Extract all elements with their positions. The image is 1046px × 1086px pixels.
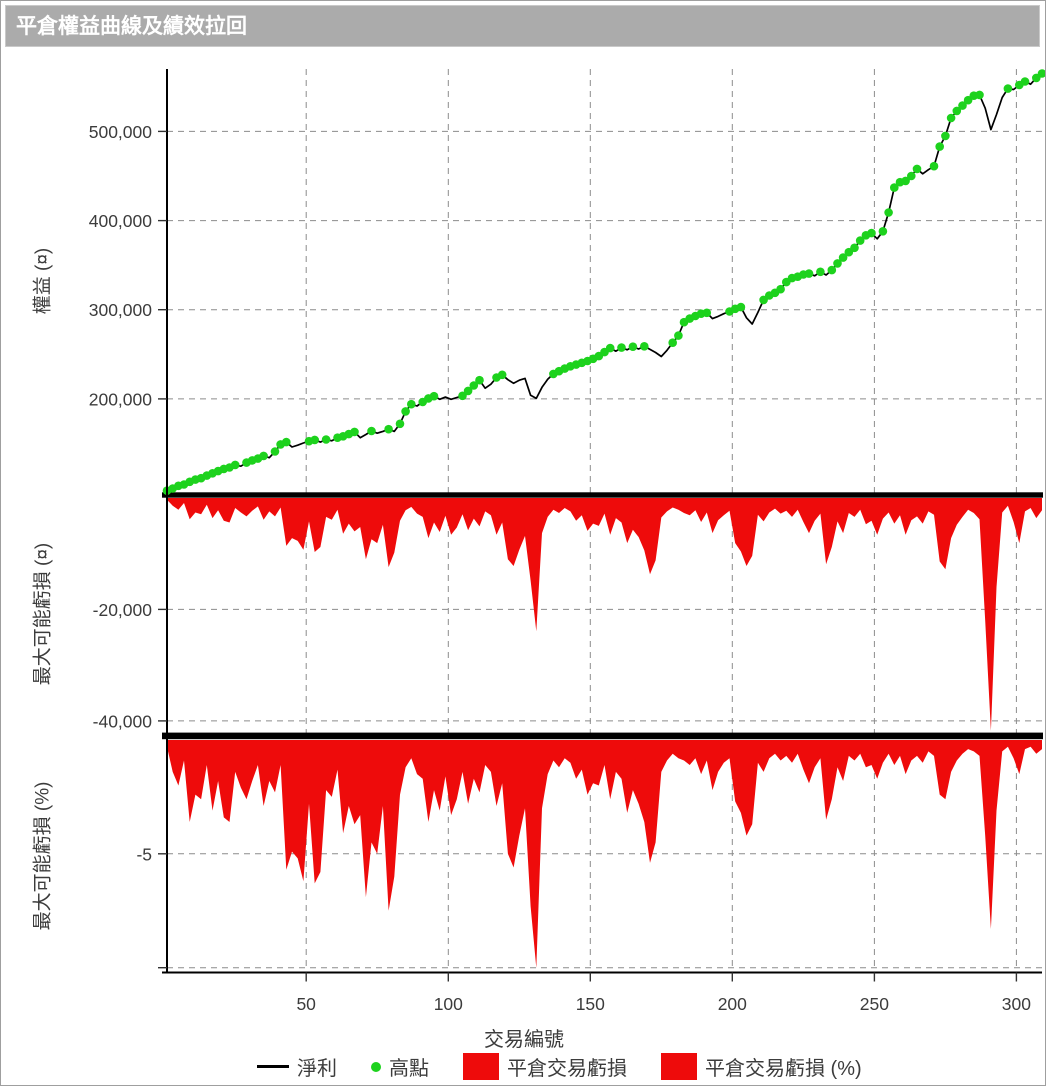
panel-separator [162,732,1043,740]
high-point-dot [367,426,376,436]
net-profit-line-swatch [257,1065,289,1068]
y-axis-title-drawdown: 最大可能虧損 (¤) [32,542,54,686]
high-point-dot [833,259,842,268]
y-tick-label: 300,000 [89,300,153,320]
high-point-dot [668,338,677,348]
high-point-dot [230,460,240,470]
y-axis-title-equity: 權益 (¤) [32,247,54,315]
y-tick-label: -40,000 [93,711,153,731]
legend-label-trade-loss-pct: 平倉交易虧損 (%) [705,1058,862,1080]
high-point-dot [1037,69,1045,78]
high-point-dot [952,106,962,116]
high-point-dot [958,101,967,110]
high-point-dot [384,424,393,434]
net-profit-line [166,72,1043,492]
high-point-dot [884,208,893,217]
high-point-dot [702,308,712,318]
high-point-dot [935,142,944,151]
high-point-dot [776,284,785,294]
high-point-dot [929,161,939,171]
high-point-dot [310,435,320,445]
drawdown-pct-area [167,740,1042,968]
high-point-dot [640,342,649,351]
high-point-dot [975,90,984,100]
high-point-dot [901,176,910,186]
y-axis-title-drawdown-pct: 最大可能虧損 (%) [32,781,54,931]
high-point-dot [907,171,916,181]
high-point-dot [890,183,899,192]
high-point-dot [270,447,280,456]
high-point-dot [912,164,922,174]
high-point-dot [838,253,848,262]
high-point-dot [429,391,439,401]
x-tick-label: 250 [860,994,889,1014]
x-tick-label: 100 [434,994,463,1014]
x-axis-title: 交易編號 [484,1029,564,1051]
legend-item-net-profit: 淨利 [257,1052,337,1081]
high-point-dot [395,419,405,429]
y-tick-label: 200,000 [89,389,153,409]
high-point-dot [855,236,865,245]
high-point-dot [736,302,746,312]
drawdown-area [167,498,1042,731]
high-point-dot [804,269,814,278]
legend-item-trade-loss: 平倉交易虧損 [463,1052,627,1081]
high-point-dot [941,131,950,141]
panel-title: 平倉權益曲線及績效拉回 [16,15,247,38]
high-point-dot [463,386,473,396]
high-point-dot [475,375,484,385]
high-point-dot [259,451,268,461]
y-tick-label: 500,000 [89,122,153,142]
high-point-dot [674,331,683,340]
high-point-dot-swatch [371,1061,381,1072]
high-point-dot [458,391,467,401]
legend-label-net-profit: 淨利 [297,1058,337,1080]
high-point-dot [827,265,837,275]
high-point-dot [946,113,956,123]
legend-item-trade-loss-pct: 平倉交易虧損 (%) [661,1052,862,1081]
trade-loss-box-swatch [463,1053,499,1080]
x-tick-label: 200 [718,994,747,1014]
y-tick-label: -5 [136,844,152,864]
high-point-dot [850,243,859,253]
y-tick-label: -20,000 [93,600,153,620]
legend-label-high-point: 高點 [389,1058,429,1080]
y-tick-label: 400,000 [89,211,153,231]
x-tick-label: 50 [296,994,316,1014]
high-point-dot [350,427,359,437]
x-tick-label: 300 [1002,994,1031,1014]
high-point-dot [469,381,479,390]
high-point-dot [1020,77,1030,86]
legend: 淨利 高點 平倉交易虧損 平倉交易虧損 (%) [257,1052,862,1081]
high-point-dot [628,342,638,352]
high-point-dot [407,399,416,409]
high-point-dot [605,343,615,353]
x-tick-label: 150 [576,994,605,1014]
high-point-dot [1003,84,1013,93]
panel-title-bar: 平倉權益曲線及績效拉回 [5,5,1040,47]
legend-label-trade-loss: 平倉交易虧損 [507,1058,627,1080]
high-point-dot [867,228,876,238]
high-point-dot [816,267,825,277]
high-point-dot [878,227,888,236]
high-point-dot [497,370,507,380]
high-point-dot [282,437,291,447]
high-point-dot [617,343,626,352]
high-point-dot [401,407,410,416]
legend-item-high-point: 高點 [371,1052,429,1081]
high-point-dot [321,435,331,444]
panel-separator [162,492,1043,498]
trade-loss-pct-box-swatch [661,1053,697,1080]
